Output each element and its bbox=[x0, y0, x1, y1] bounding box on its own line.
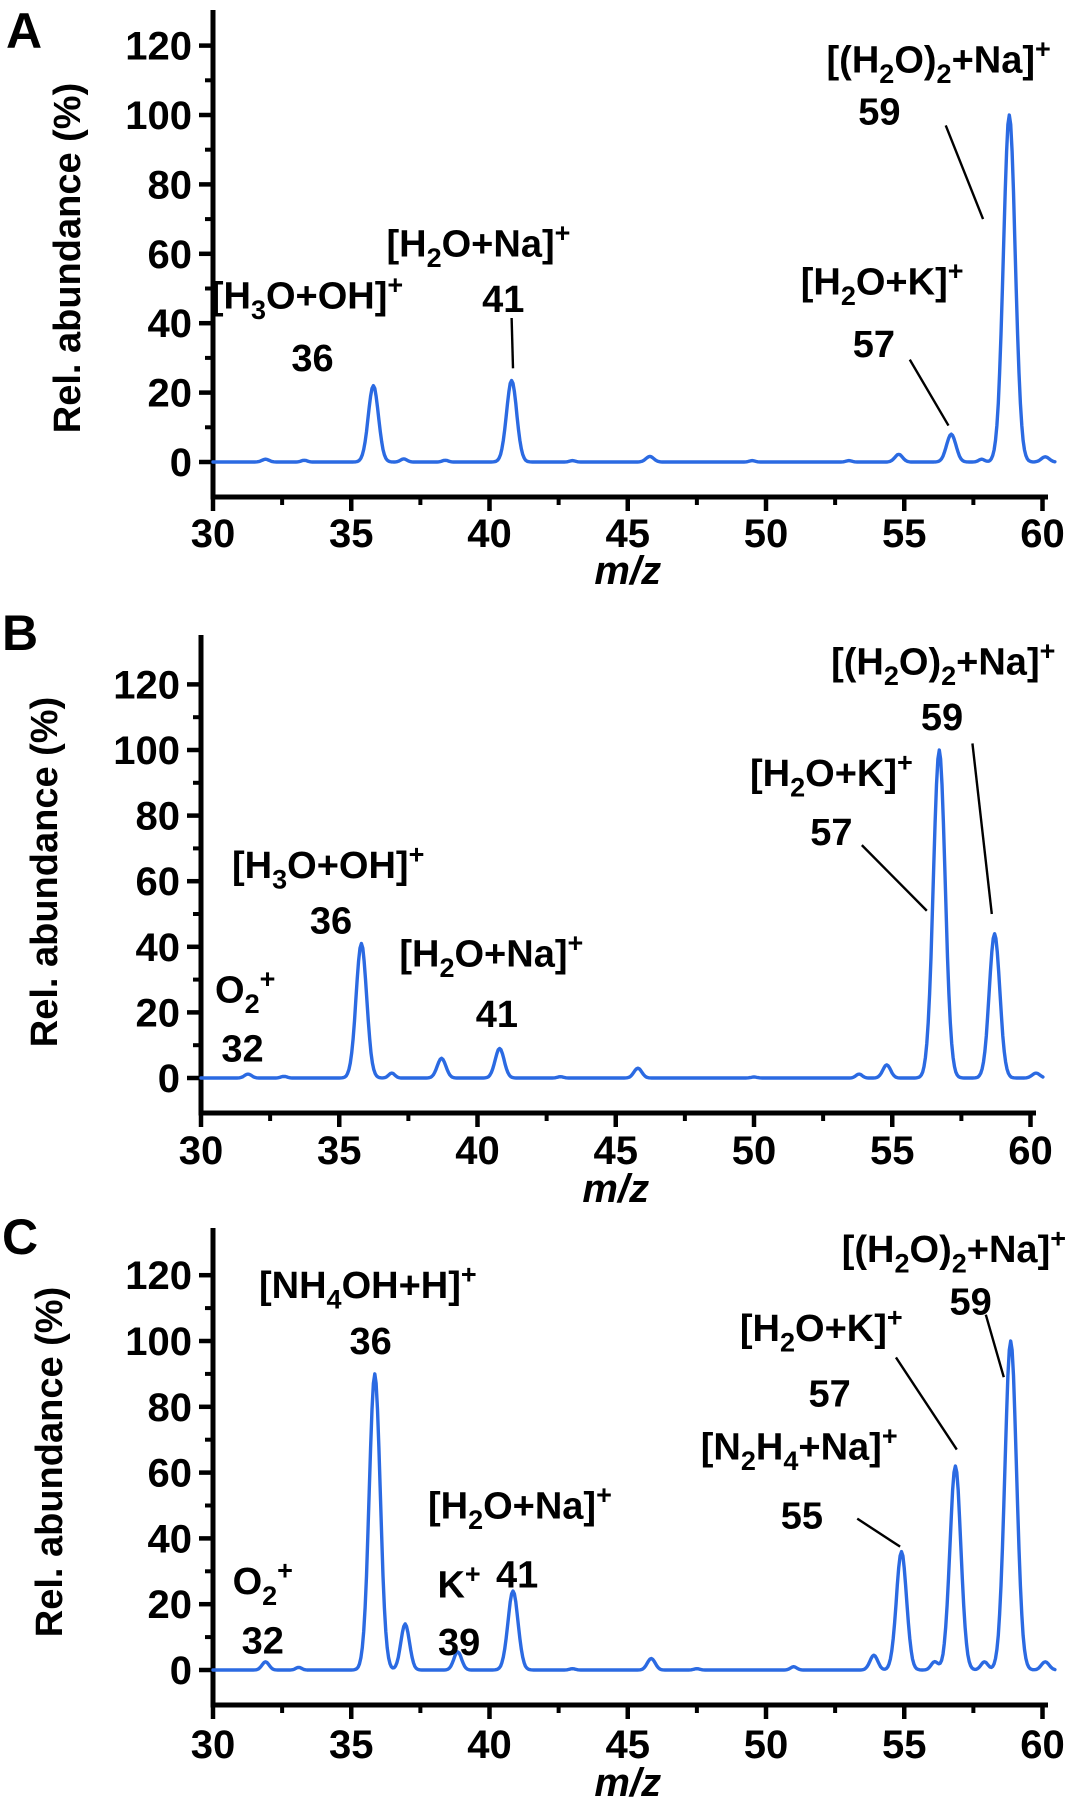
x-tick-label: 50 bbox=[744, 1723, 789, 1767]
peak-annotation: 59 bbox=[921, 697, 963, 739]
x-tick-label: 60 bbox=[1008, 1129, 1053, 1173]
peak-annotation: 57 bbox=[808, 1374, 850, 1416]
panel-label-B: B bbox=[2, 605, 38, 661]
x-axis-title: m/z bbox=[582, 1167, 649, 1211]
x-tick-label: 35 bbox=[317, 1129, 362, 1173]
peak-annotation: O2​+​ bbox=[233, 1556, 293, 1611]
y-tick-label: 40 bbox=[136, 926, 181, 970]
annotation-leader-line bbox=[856, 1517, 901, 1548]
annotation-leader-line bbox=[510, 317, 515, 369]
spectrum-trace-C bbox=[211, 1339, 1057, 1672]
y-tick-label: 60 bbox=[148, 1452, 193, 1496]
x-tick-label: 50 bbox=[732, 1129, 777, 1173]
y-tick-label: 100 bbox=[125, 1320, 192, 1364]
y-tick-label: 60 bbox=[136, 860, 181, 904]
y-tick-label: 20 bbox=[136, 991, 181, 1035]
x-tick-label: 35 bbox=[329, 1723, 374, 1767]
peak-annotation: 59 bbox=[949, 1282, 991, 1324]
y-tick-label: 120 bbox=[125, 25, 192, 69]
y-tick-label: 20 bbox=[148, 372, 193, 416]
peak-annotation: 36 bbox=[310, 901, 352, 943]
peak-annotation: 57 bbox=[810, 812, 852, 854]
y-tick-label: 120 bbox=[113, 663, 180, 707]
peak-annotation: 36 bbox=[291, 338, 333, 380]
y-tick-label: 40 bbox=[148, 302, 193, 346]
peak-annotation: [NH4​OH+H]+​ bbox=[259, 1260, 477, 1315]
x-tick-label: 45 bbox=[606, 512, 651, 556]
peak-annotation: 41 bbox=[476, 994, 518, 1036]
peak-annotation: [N2​H4​+Na]+​ bbox=[701, 1421, 898, 1476]
x-tick-label: 40 bbox=[455, 1129, 500, 1173]
y-axis-title: Rel. abundance (%) bbox=[29, 1287, 71, 1638]
y-tick-label: 100 bbox=[113, 729, 180, 773]
peak-annotation: O2​+​ bbox=[215, 964, 275, 1019]
y-tick-label: 80 bbox=[136, 795, 181, 839]
spectrum-trace-A bbox=[211, 113, 1057, 464]
peak-annotation: K+​ bbox=[437, 1559, 480, 1606]
peak-annotation: 41 bbox=[496, 1555, 538, 1597]
peak-annotation: [H2​O+Na]+​ bbox=[428, 1480, 612, 1535]
x-axis-title: m/z bbox=[594, 549, 661, 593]
peak-annotation: 32 bbox=[221, 1028, 263, 1070]
x-tick-label: 60 bbox=[1020, 512, 1065, 556]
y-tick-label: 0 bbox=[158, 1057, 180, 1101]
x-tick-label: 30 bbox=[179, 1129, 224, 1173]
annotation-leader-line bbox=[971, 743, 993, 915]
peak-annotation: 57 bbox=[853, 324, 895, 366]
y-tick-label: 0 bbox=[170, 441, 192, 485]
y-tick-label: 80 bbox=[148, 163, 193, 207]
y-axis-title: Rel. abundance (%) bbox=[47, 83, 89, 434]
x-tick-label: 55 bbox=[882, 1723, 927, 1767]
panel-label-C: C bbox=[2, 1209, 38, 1265]
annotation-leader-line bbox=[908, 359, 950, 427]
peak-annotation: [H2​O+K]+​ bbox=[740, 1302, 903, 1357]
x-tick-label: 30 bbox=[191, 1723, 236, 1767]
x-tick-label: 55 bbox=[882, 512, 927, 556]
peak-annotation: [H3​O+OH]+​ bbox=[232, 839, 424, 894]
x-axis-title: m/z bbox=[594, 1761, 661, 1805]
peak-annotation: 41 bbox=[482, 279, 524, 321]
y-tick-label: 40 bbox=[148, 1517, 193, 1561]
x-tick-label: 50 bbox=[744, 512, 789, 556]
peak-annotation: [(H2​O)2​+Na]+​ bbox=[842, 1223, 1066, 1278]
x-tick-label: 40 bbox=[467, 1723, 512, 1767]
peak-annotation: 32 bbox=[242, 1620, 284, 1662]
peak-annotation: [(H2​O)2​+Na]+​ bbox=[831, 636, 1055, 691]
y-tick-label: 60 bbox=[148, 233, 193, 277]
x-tick-label: 45 bbox=[606, 1723, 651, 1767]
x-tick-label: 35 bbox=[329, 512, 374, 556]
peak-annotation: 55 bbox=[781, 1495, 823, 1537]
peak-annotation: 59 bbox=[858, 92, 900, 134]
y-tick-label: 20 bbox=[148, 1583, 193, 1627]
x-tick-label: 60 bbox=[1020, 1723, 1065, 1767]
peak-annotation: 36 bbox=[349, 1321, 391, 1363]
y-tick-label: 120 bbox=[125, 1254, 192, 1298]
peak-annotation: [H2​O+Na]+​ bbox=[386, 218, 570, 273]
peak-annotation: [H2​O+K]+​ bbox=[750, 748, 913, 803]
annotation-leader-line bbox=[944, 124, 985, 220]
peak-annotation: [H3​O+OH]+​ bbox=[211, 270, 403, 325]
y-tick-label: 0 bbox=[170, 1649, 192, 1693]
x-tick-label: 55 bbox=[870, 1129, 915, 1173]
x-tick-label: 45 bbox=[594, 1129, 639, 1173]
spectrum-trace-B bbox=[199, 748, 1045, 1080]
annotation-leader-line bbox=[860, 844, 928, 912]
annotation-leader-line bbox=[984, 1314, 1005, 1378]
peak-annotation: 39 bbox=[438, 1622, 480, 1664]
peak-annotation: [(H2​O)2​+Na]+​ bbox=[827, 34, 1051, 89]
y-axis-title: Rel. abundance (%) bbox=[24, 697, 66, 1048]
peak-annotation: [H2​O+Na]+​ bbox=[399, 928, 583, 983]
x-tick-label: 40 bbox=[467, 512, 512, 556]
panel-label-A: A bbox=[6, 3, 42, 59]
y-tick-label: 100 bbox=[125, 94, 192, 138]
peak-annotation: [H2​O+K]+​ bbox=[801, 256, 964, 311]
y-tick-label: 80 bbox=[148, 1386, 193, 1430]
annotation-leader-line bbox=[894, 1356, 958, 1451]
x-tick-label: 30 bbox=[191, 512, 236, 556]
